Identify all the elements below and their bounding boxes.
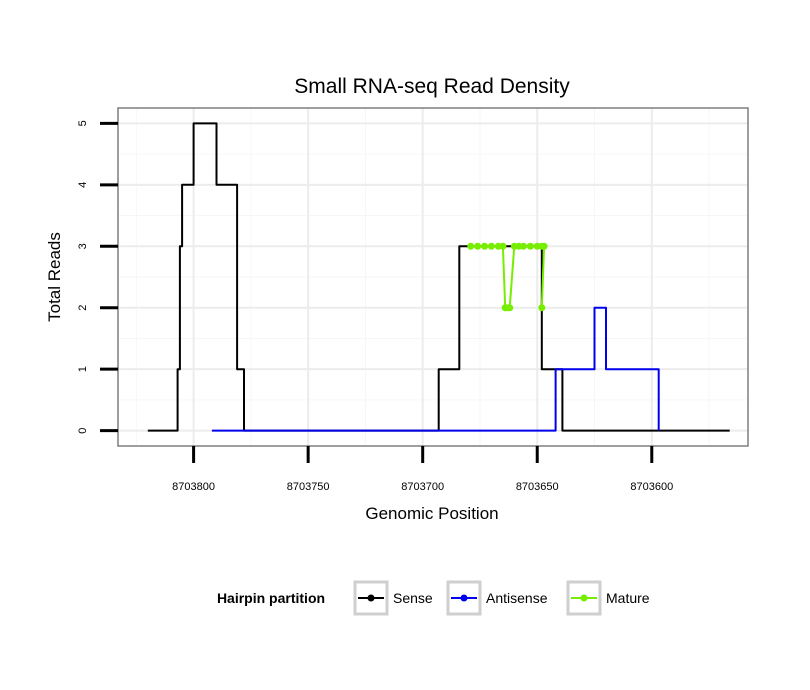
x-tick-label: 8703600 — [630, 481, 673, 493]
x-tick-label: 8703650 — [516, 481, 559, 493]
legend-item-sense: Sense — [353, 580, 433, 616]
data-point-mature — [540, 242, 548, 250]
x-axis-title: Genomic Position — [365, 504, 498, 523]
chart-title: Small RNA-seq Read Density — [294, 75, 570, 98]
y-tick-label: 2 — [77, 305, 89, 311]
x-tick-label: 8703750 — [287, 481, 330, 493]
data-point-mature — [519, 242, 527, 250]
legend-marker-sense — [367, 594, 375, 602]
data-point-mature — [499, 242, 507, 250]
legend-label-antisense: Antisense — [486, 590, 548, 606]
series-group — [147, 122, 730, 432]
plot-border — [117, 107, 749, 447]
series-antisense — [211, 306, 660, 432]
x-tick-label: 8703700 — [401, 481, 444, 493]
y-tick-label: 1 — [77, 366, 89, 372]
y-axis: 0 1 2 3 4 5 — [77, 120, 118, 434]
y-axis-title: Total Reads — [45, 232, 64, 322]
series-line-antisense — [211, 306, 660, 432]
y-tick-label: 4 — [77, 182, 89, 188]
series-mature — [467, 242, 548, 312]
legend-item-mature: Mature — [566, 580, 650, 616]
legend-marker-antisense — [460, 594, 468, 602]
legend-title: Hairpin partition — [217, 590, 325, 606]
legend: Hairpin partition Sense Antisense Mature — [217, 580, 650, 616]
y-tick-label: 0 — [77, 428, 89, 434]
data-point-mature — [467, 242, 475, 250]
data-point-mature — [538, 304, 546, 312]
x-tick-label: 8703800 — [172, 481, 215, 493]
legend-item-antisense: Antisense — [446, 580, 548, 616]
data-point-mature — [474, 242, 482, 250]
y-tick-label: 3 — [77, 243, 89, 249]
data-point-mature — [506, 304, 514, 312]
data-point-mature — [481, 242, 489, 250]
legend-label-mature: Mature — [606, 590, 650, 606]
data-point-mature — [526, 242, 534, 250]
grid — [118, 108, 748, 446]
legend-marker-mature — [580, 594, 588, 602]
legend-label-sense: Sense — [393, 590, 433, 606]
y-tick-label: 5 — [77, 120, 89, 126]
data-point-mature — [487, 242, 495, 250]
x-axis: 8703800 8703750 8703700 8703650 8703600 — [172, 446, 673, 493]
